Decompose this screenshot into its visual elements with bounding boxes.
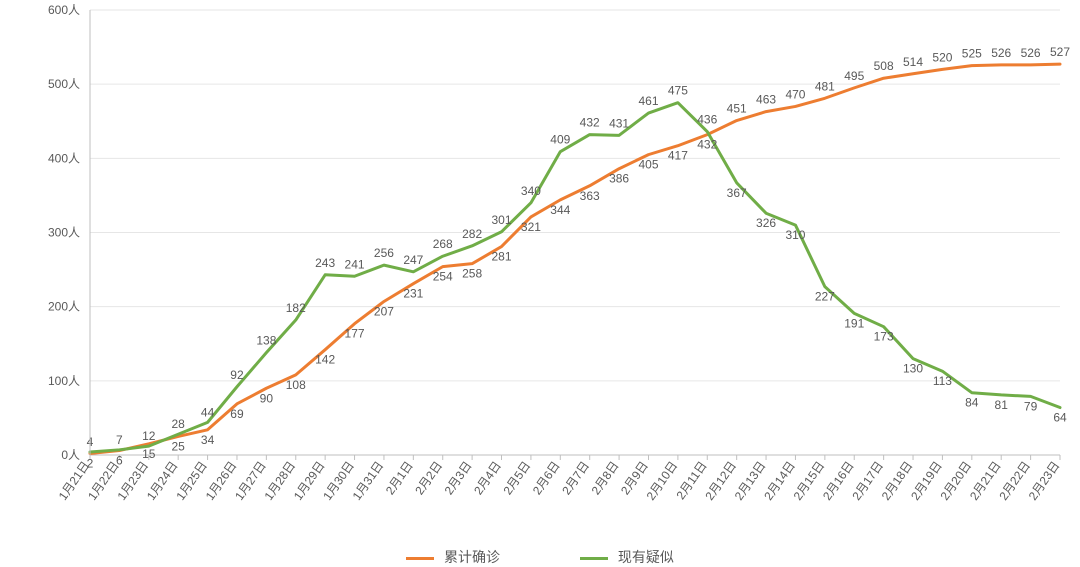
svg-text:256: 256 [374,246,394,260]
svg-text:432: 432 [697,138,717,152]
svg-text:268: 268 [433,237,453,251]
svg-text:200人: 200人 [48,300,80,314]
svg-text:386: 386 [609,172,629,186]
svg-text:108: 108 [286,378,306,392]
svg-text:64: 64 [1053,411,1067,425]
svg-text:500人: 500人 [48,77,80,91]
svg-text:340: 340 [521,184,541,198]
svg-text:282: 282 [462,227,482,241]
svg-text:310: 310 [785,228,805,242]
svg-text:258: 258 [462,267,482,281]
svg-text:241: 241 [345,257,365,271]
svg-text:84: 84 [965,396,979,410]
svg-text:79: 79 [1024,399,1038,413]
svg-text:525: 525 [962,47,982,61]
svg-text:300人: 300人 [48,226,80,240]
svg-text:463: 463 [756,93,776,107]
svg-text:191: 191 [844,316,864,330]
svg-text:451: 451 [727,102,747,116]
svg-text:461: 461 [638,94,658,108]
line-chart: 0人100人200人300人400人500人600人1月21日1月22日1月23… [0,0,1080,547]
svg-text:2: 2 [87,457,94,471]
svg-text:326: 326 [756,216,776,230]
svg-text:100人: 100人 [48,374,80,388]
svg-text:90: 90 [260,391,274,405]
svg-text:301: 301 [491,213,511,227]
svg-text:34: 34 [201,433,215,447]
svg-text:436: 436 [697,113,717,127]
svg-text:409: 409 [550,133,570,147]
svg-text:514: 514 [903,55,923,69]
svg-text:231: 231 [403,287,423,301]
svg-text:243: 243 [315,256,335,270]
svg-text:25: 25 [172,439,186,453]
svg-text:81: 81 [995,398,1009,412]
svg-text:344: 344 [550,203,570,217]
svg-text:526: 526 [1021,46,1041,60]
svg-text:92: 92 [230,368,244,382]
legend-item-confirmed: 累计确诊 [406,547,500,567]
svg-text:600人: 600人 [48,3,80,17]
svg-text:254: 254 [433,270,453,284]
svg-text:173: 173 [874,330,894,344]
svg-text:481: 481 [815,79,835,93]
svg-text:44: 44 [201,405,215,419]
svg-text:367: 367 [727,186,747,200]
svg-text:432: 432 [580,116,600,130]
svg-text:6: 6 [116,454,123,468]
svg-text:508: 508 [874,59,894,73]
svg-text:247: 247 [403,253,423,267]
svg-text:69: 69 [230,407,244,421]
svg-text:0人: 0人 [61,448,80,462]
svg-text:28: 28 [172,417,186,431]
legend-label-suspected: 现有疑似 [618,549,674,565]
svg-text:130: 130 [903,362,923,376]
svg-text:207: 207 [374,304,394,318]
svg-text:520: 520 [932,50,952,64]
svg-text:321: 321 [521,220,541,234]
svg-text:138: 138 [256,334,276,348]
svg-text:470: 470 [785,87,805,101]
svg-text:527: 527 [1050,45,1070,59]
svg-text:182: 182 [286,301,306,315]
svg-text:227: 227 [815,290,835,304]
svg-text:177: 177 [345,327,365,341]
svg-text:15: 15 [142,447,156,461]
svg-text:431: 431 [609,116,629,130]
legend-item-suspected: 现有疑似 [580,547,674,567]
svg-text:400人: 400人 [48,151,80,165]
svg-text:142: 142 [315,353,335,367]
legend-label-confirmed: 累计确诊 [444,549,500,565]
legend-swatch-suspected [580,557,608,560]
svg-text:281: 281 [491,250,511,264]
svg-text:495: 495 [844,69,864,83]
svg-text:417: 417 [668,149,688,163]
svg-text:113: 113 [933,374,952,388]
legend: 累计确诊 现有疑似 [0,547,1080,567]
svg-text:526: 526 [991,46,1011,60]
svg-text:363: 363 [580,189,600,203]
svg-text:12: 12 [142,429,156,443]
svg-text:7: 7 [116,433,123,447]
svg-text:475: 475 [668,84,688,98]
legend-swatch-confirmed [406,557,434,560]
svg-text:405: 405 [638,158,658,172]
